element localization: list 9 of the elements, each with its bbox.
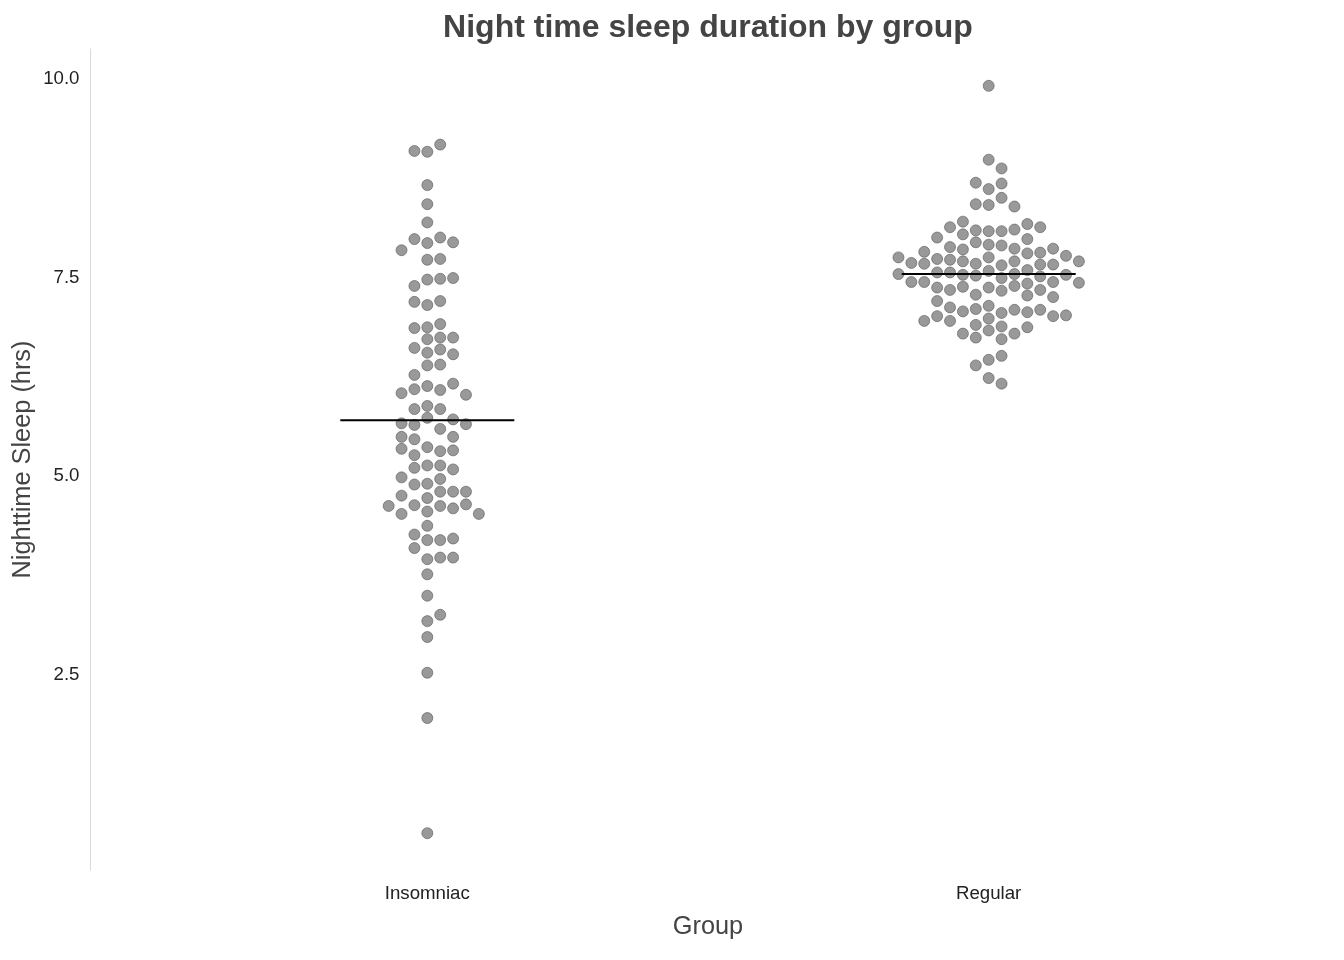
y-tick-label: 2.5 — [53, 663, 80, 685]
y-tick-label: 7.5 — [53, 265, 80, 287]
y-tick-label: 10.0 — [43, 67, 80, 89]
x-tick-label: Insomniac — [384, 881, 470, 903]
x-axis-title: Group — [672, 910, 744, 939]
y-tick-label: 5.0 — [53, 464, 80, 486]
chart-title: Night time sleep duration by group — [443, 7, 973, 44]
x-tick-label: Regular — [956, 881, 1022, 903]
y-axis-title: Nighttime Sleep (hrs) — [7, 340, 36, 579]
